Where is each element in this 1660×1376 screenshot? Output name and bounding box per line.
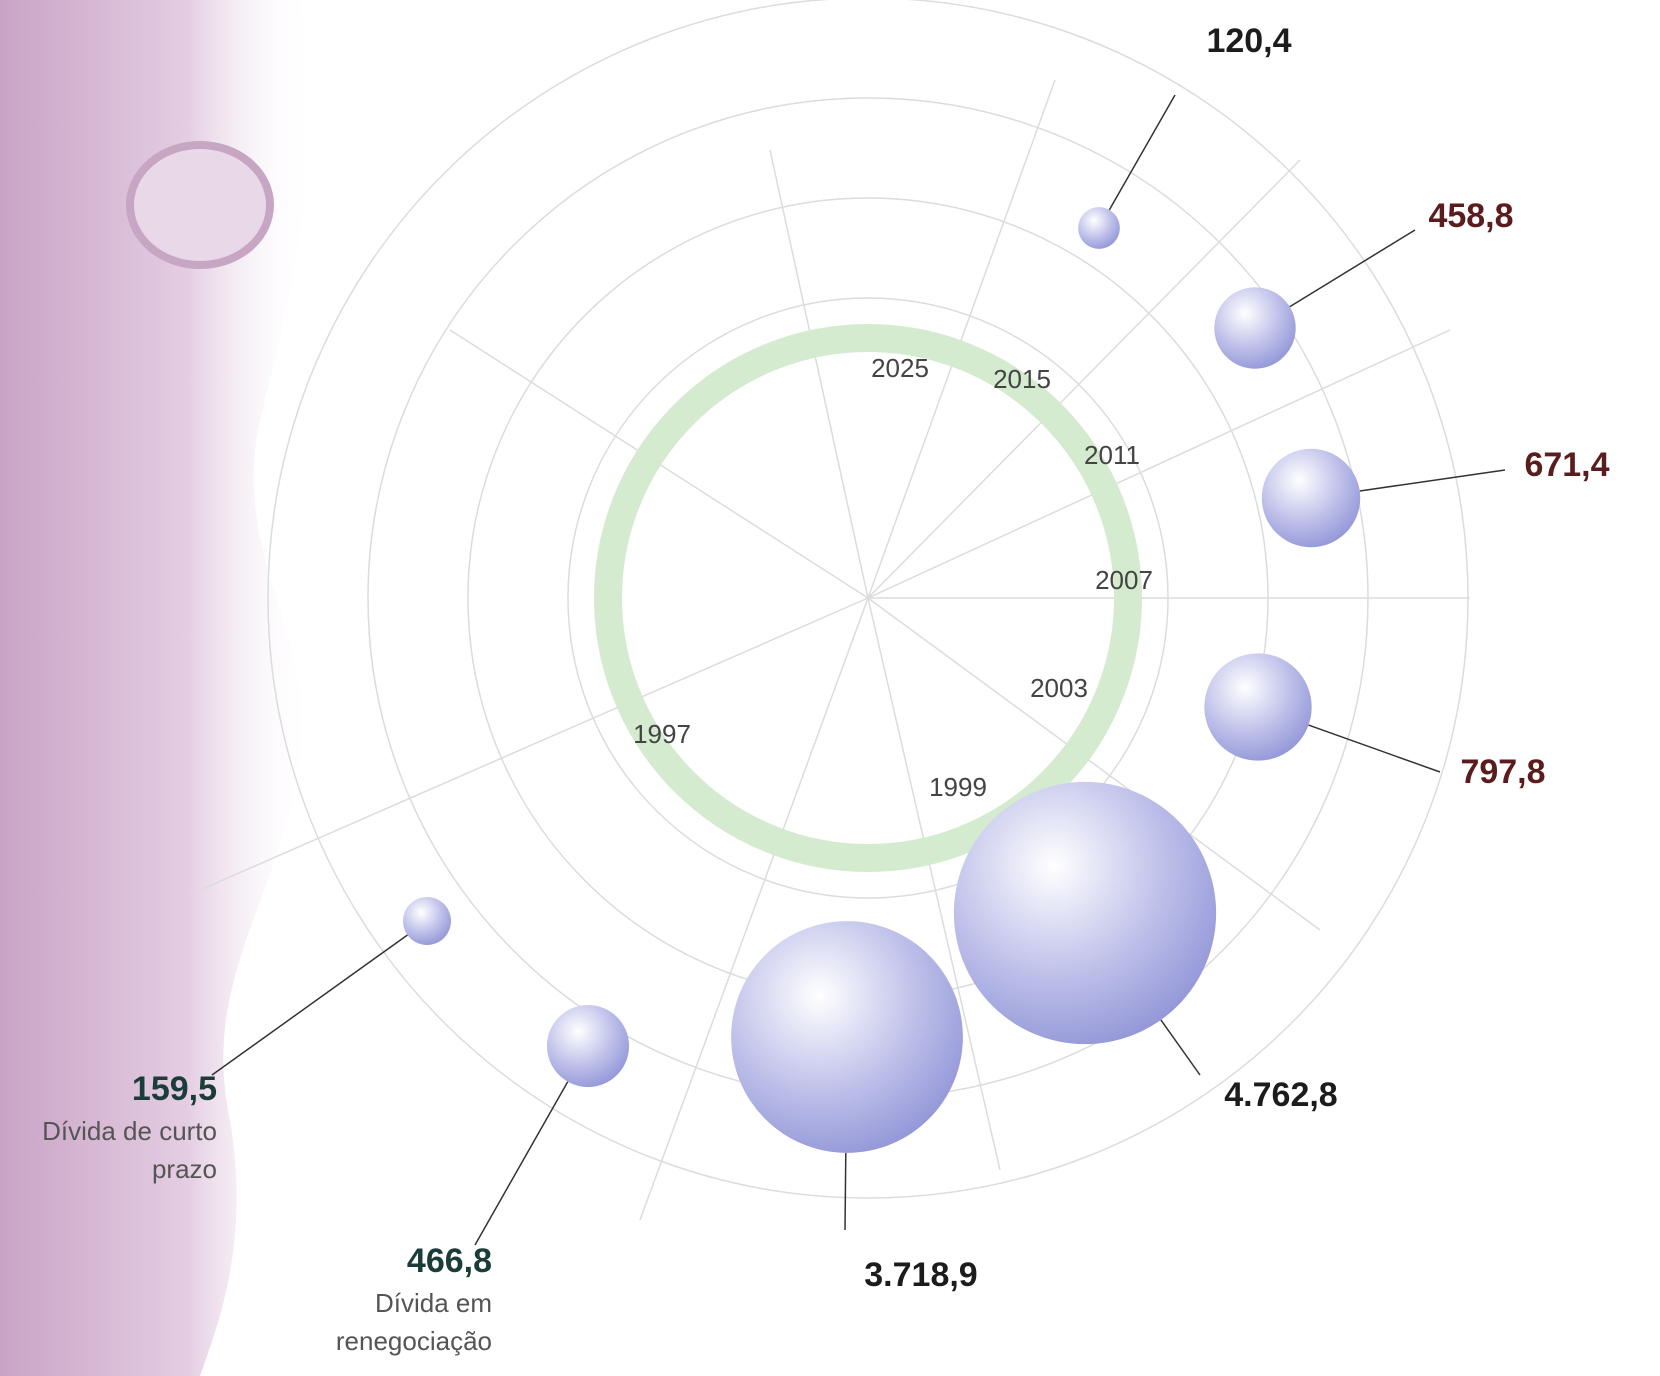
bubble	[953, 781, 1217, 1045]
bubble	[1214, 287, 1296, 369]
year-label: 2003	[1030, 673, 1088, 703]
leader-line	[474, 1081, 569, 1246]
leader-line	[211, 934, 408, 1076]
value-label: 4.762,8	[1224, 1076, 1338, 1114]
value-label: 458,8	[1428, 197, 1514, 235]
year-label: 2011	[1084, 440, 1140, 470]
bubble	[731, 921, 963, 1153]
leader-line	[844, 1152, 847, 1231]
year-label: 2007	[1095, 565, 1153, 595]
value-label: 120,4	[1206, 22, 1292, 60]
value-label: 671,4	[1524, 446, 1610, 484]
year-label: 1997	[633, 719, 691, 749]
year-label: 2015	[993, 364, 1051, 394]
leader-line	[1359, 469, 1506, 492]
bubble	[1078, 207, 1120, 249]
value-label: 797,8	[1460, 753, 1546, 791]
bubble	[546, 1004, 630, 1088]
face-image	[0, 0, 313, 1376]
year-label: 1999	[929, 772, 987, 802]
bubble	[1261, 448, 1361, 548]
value-label: 466,8	[406, 1242, 492, 1280]
bubble	[1204, 653, 1312, 761]
value-label: 159,5	[131, 1070, 217, 1108]
leader-line	[1308, 724, 1441, 773]
bubble	[403, 897, 451, 945]
leader-line	[1108, 94, 1176, 211]
value-label: 3.718,9	[864, 1256, 978, 1294]
face-eye	[126, 141, 274, 269]
year-ring	[594, 324, 1142, 872]
category-label: Dívida em renegociação	[335, 1288, 492, 1356]
leader-line	[1289, 229, 1416, 308]
category-label: Dívida de curto prazo	[42, 1116, 217, 1184]
leader-line	[1160, 1019, 1201, 1076]
year-label: 2025	[871, 353, 929, 383]
